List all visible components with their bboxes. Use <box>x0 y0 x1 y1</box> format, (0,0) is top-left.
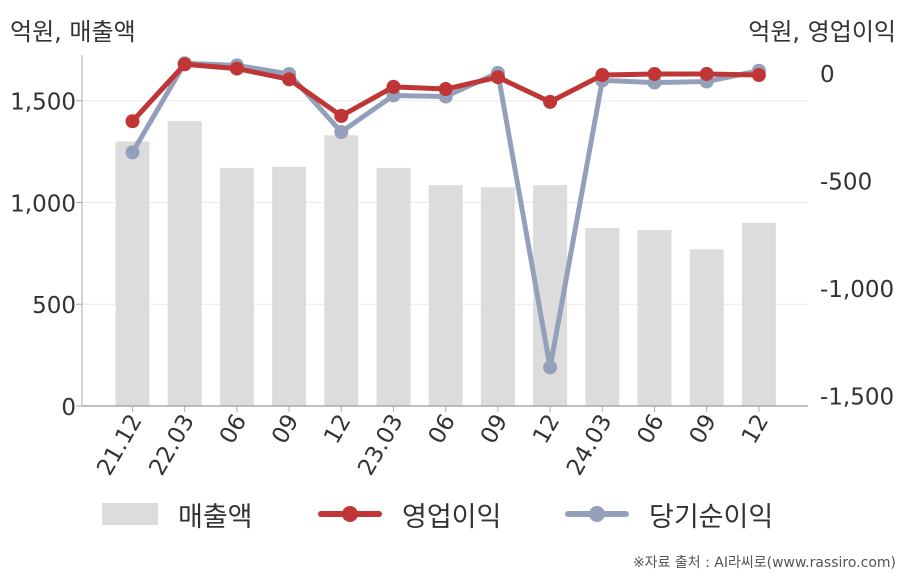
x-axis-tick-label: 12 <box>319 410 356 448</box>
revenue-bar <box>428 185 463 406</box>
right-axis-tick-label: -500 <box>820 169 872 195</box>
revenue-bar <box>219 167 254 406</box>
operating-profit-point <box>282 72 297 87</box>
legend-label-operating-profit: 영업이익 <box>402 501 502 533</box>
legend-label-net-income: 당기순이익 <box>649 501 774 533</box>
operating-profit-point <box>595 68 610 83</box>
x-axis-tick-label: 06 <box>424 410 461 448</box>
legend-swatch-operating-profit <box>318 503 382 525</box>
revenue-bar <box>689 249 724 406</box>
operating-profit-point <box>125 114 140 129</box>
left-axis-tick-label: 500 <box>32 293 76 319</box>
legend-label-revenue: 매출액 <box>178 501 253 533</box>
revenue-bar <box>167 121 202 406</box>
right-axis-tick-label: -1,500 <box>820 384 894 410</box>
right-axis-unit-label: 억원, 영업이익 <box>748 18 896 46</box>
legend-item-operating-profit: 영업이익 <box>318 492 501 536</box>
x-axis-tick-label: 09 <box>685 410 722 448</box>
net-income-point <box>334 124 349 139</box>
net-income-point <box>125 145 140 160</box>
revenue-bar <box>376 167 411 406</box>
x-axis-tick-label: 23.03 <box>353 410 408 480</box>
source-note: ※자료 출처 : AI라씨로(www.rassiro.com) <box>632 555 896 571</box>
operating-profit-point <box>647 66 662 81</box>
x-axis-tick-label: 06 <box>633 410 670 448</box>
revenue-bar <box>741 222 776 406</box>
left-axis-tick-label: 0 <box>61 395 76 421</box>
net-income-point <box>543 360 558 375</box>
operating-profit-point <box>386 79 401 94</box>
revenue-bar <box>480 187 515 406</box>
x-axis-tick-label: 21.12 <box>92 410 147 480</box>
x-axis-tick-label: 09 <box>267 410 304 448</box>
legend-swatch-net-income <box>565 503 629 525</box>
left-axis-unit-label: 억원, 매출액 <box>10 18 136 46</box>
operating-profit-point <box>543 94 558 109</box>
x-axis-tick-label: 24.03 <box>562 410 617 480</box>
left-axis-tick-label: 1,500 <box>10 90 76 116</box>
operating-profit-point <box>699 66 714 81</box>
legend-swatch-revenue <box>102 503 158 525</box>
left-axis-tick-label: 1,000 <box>10 191 76 217</box>
revenue-bar <box>272 166 307 406</box>
revenue-bar <box>637 229 672 406</box>
operating-profit-point <box>438 82 453 97</box>
x-axis-tick-label: 12 <box>737 410 774 448</box>
operating-profit-point <box>490 70 505 85</box>
x-axis-tick-label: 12 <box>528 410 565 448</box>
operating-profit-point <box>229 61 244 76</box>
legend-item-revenue: 매출액 <box>102 492 253 536</box>
right-axis-tick-label: -1,000 <box>820 277 894 303</box>
legend-item-net-income: 당기순이익 <box>565 492 773 536</box>
revenue-bar <box>324 135 359 406</box>
revenue-bars <box>115 121 776 407</box>
x-axis-tick-label: 09 <box>476 410 513 448</box>
operating-profit-point <box>177 57 192 72</box>
x-axis-tick-label: 06 <box>215 410 252 448</box>
x-axis-tick-label: 22.03 <box>144 410 199 480</box>
operating-profit-point <box>751 68 766 83</box>
revenue-bar <box>115 141 150 407</box>
operating-profit-point <box>334 108 349 123</box>
profit-lines <box>125 56 766 375</box>
right-axis-tick-label: 0 <box>820 62 835 88</box>
revenue-bar <box>585 227 620 406</box>
